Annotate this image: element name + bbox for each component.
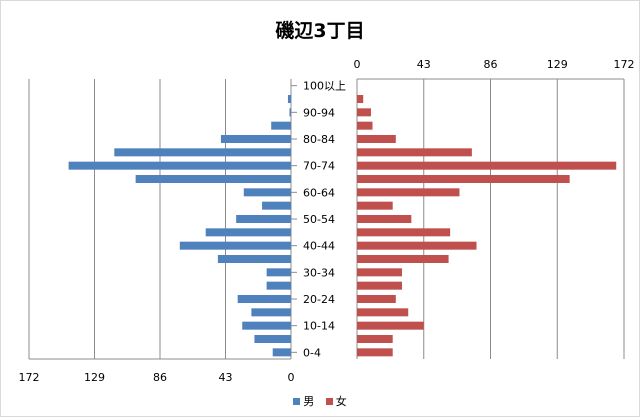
bar-female-60-64 [357,188,460,197]
x-tick-label-right: 0 [354,58,361,71]
bar-female-50-54 [357,215,412,223]
bar-male-15-19 [251,308,291,317]
bar-male-75-79 [114,148,291,157]
bar-male-0-4 [272,348,291,357]
bar-female-80-84 [357,135,396,143]
bar-male-40-44 [179,241,291,250]
x-tick-label-left: 43 [219,371,233,384]
bar-female-10-14 [357,321,424,330]
bar-female-65-69 [357,175,570,183]
bar-female-5-9 [357,335,393,343]
bar-female-40-44 [357,241,477,250]
bar-male-10-14 [242,321,291,330]
x-tick-label-left: 0 [288,371,295,384]
category-label: 0-4 [303,346,321,359]
bar-male-35-39 [217,255,291,263]
bar-female-55-59 [357,201,393,210]
x-tick-label-right: 129 [547,58,568,71]
category-label: 50-54 [303,213,335,226]
category-label: 60-64 [303,186,335,199]
chart-legend: 男 女 [0,393,640,409]
bar-female-85-89 [357,121,373,130]
bar-female-30-34 [357,268,403,277]
category-label: 20-24 [303,293,335,306]
legend-item-female: 女 [325,393,347,409]
bar-male-55-59 [262,201,291,210]
bar-female-90-94 [357,108,371,117]
x-tick-label-left: 86 [153,371,167,384]
bar-female-45-49 [357,228,451,237]
bar-female-70-74 [357,161,617,170]
bar-male-70-74 [68,161,292,170]
x-tick-label-right: 86 [484,58,498,71]
bar-male-50-54 [236,215,291,223]
bar-male-25-29 [266,281,291,290]
x-tick-label-left: 129 [84,371,105,384]
category-label: 100以上 [303,80,346,93]
legend-swatch-male [293,398,301,405]
bar-male-80-84 [220,135,291,143]
bar-male-5-9 [254,335,291,343]
x-tick-label-right: 172 [614,58,635,71]
bar-female-25-29 [357,281,403,290]
chart-title: 磯辺3丁目 [275,20,365,42]
category-label: 70-74 [303,160,335,173]
bar-male-85-89 [271,121,291,130]
legend-label-female: 女 [335,395,347,408]
bar-male-30-34 [266,268,291,277]
legend-item-male: 男 [293,393,314,409]
category-label: 10-14 [303,320,335,333]
bar-male-45-49 [205,228,291,237]
bar-male-65-69 [135,175,291,183]
category-label: 80-84 [303,133,335,146]
category-label: 40-44 [303,240,335,253]
x-tick-label-left: 172 [19,371,40,384]
bar-male-20-24 [237,295,291,303]
legend-label-male: 男 [303,395,315,408]
category-label: 90-94 [303,106,335,119]
bar-female-75-79 [357,148,472,157]
bar-male-95-99 [287,95,291,103]
bar-male-90-94 [289,108,291,117]
bar-female-0-4 [357,348,393,357]
bar-female-15-19 [357,308,409,317]
bar-female-35-39 [357,255,449,263]
bar-female-95-99 [357,95,364,103]
x-tick-label-right: 43 [417,58,431,71]
bar-male-60-64 [243,188,291,197]
legend-swatch-female [325,398,333,405]
category-label: 30-34 [303,266,335,279]
bar-female-20-24 [357,295,396,303]
